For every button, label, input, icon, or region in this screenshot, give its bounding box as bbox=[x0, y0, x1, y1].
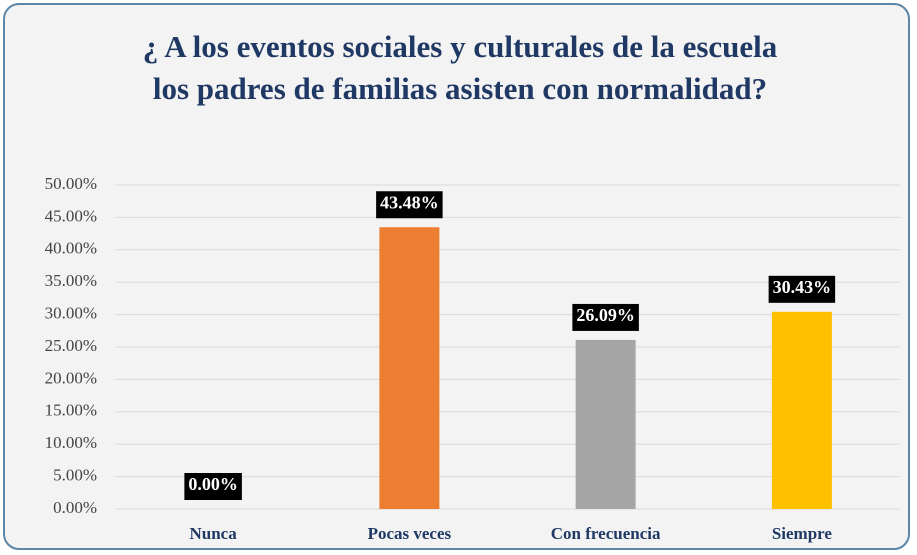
y-tick-label: 40.00% bbox=[45, 239, 97, 258]
value-label: 30.43% bbox=[773, 277, 832, 297]
y-tick-label: 50.00% bbox=[45, 174, 97, 193]
bar bbox=[575, 339, 636, 509]
value-label-box bbox=[768, 275, 836, 303]
value-label: 43.48% bbox=[380, 192, 439, 212]
value-label: 0.00% bbox=[188, 474, 238, 494]
y-tick-label: 25.00% bbox=[45, 336, 97, 355]
y-tick-label: 15.00% bbox=[45, 401, 97, 420]
chart-frame bbox=[3, 3, 910, 550]
x-tick-label: Con frecuencia bbox=[551, 524, 661, 543]
x-tick-label: Pocas veces bbox=[368, 524, 452, 543]
y-tick-label: 5.00% bbox=[53, 466, 97, 485]
chart-title: ¿ A los eventos sociales y culturales de… bbox=[142, 29, 778, 106]
value-label: 26.09% bbox=[576, 305, 635, 325]
value-label-box bbox=[184, 473, 242, 500]
y-tick-label: 10.00% bbox=[45, 433, 97, 452]
y-tick-label: 35.00% bbox=[45, 271, 97, 290]
x-tick-label: Nunca bbox=[190, 524, 238, 543]
bar bbox=[379, 227, 440, 509]
y-tick-label: 20.00% bbox=[45, 368, 97, 387]
y-tick-label: 45.00% bbox=[45, 206, 97, 225]
value-label-box bbox=[376, 191, 443, 219]
value-label-box bbox=[572, 303, 639, 331]
y-tick-label: 30.00% bbox=[45, 304, 97, 323]
y-tick-label: 0.00% bbox=[53, 498, 97, 517]
bar bbox=[771, 311, 832, 509]
x-tick-label: Siempre bbox=[772, 524, 833, 543]
